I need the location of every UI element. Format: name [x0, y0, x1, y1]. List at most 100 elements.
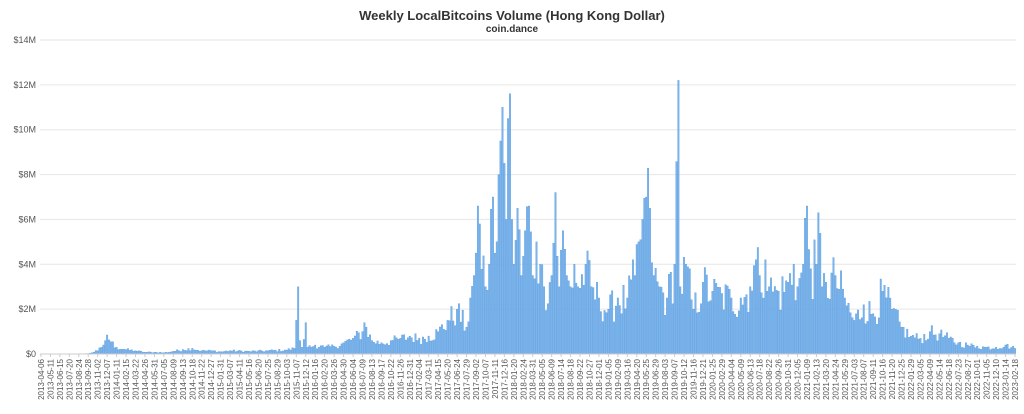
bar — [741, 304, 744, 355]
bar — [946, 332, 948, 355]
bar — [838, 289, 841, 355]
x-tick-label: 2013-04-06 — [37, 358, 46, 399]
x-tick-label: 2015-05-16 — [245, 358, 254, 399]
bar — [558, 286, 561, 355]
bar — [187, 348, 190, 355]
x-tick-label: 2019-04-20 — [633, 358, 642, 399]
x-tick-label: 2013-06-15 — [56, 358, 65, 399]
bar — [596, 282, 598, 355]
bar — [493, 252, 496, 355]
bar — [567, 280, 570, 355]
bar — [526, 206, 528, 355]
bar — [550, 275, 553, 355]
bar — [272, 350, 275, 355]
x-tick-label: 2015-04-11 — [236, 358, 245, 399]
x-tick-label: 2014-04-26 — [141, 358, 150, 399]
bar — [613, 321, 615, 355]
bar — [847, 302, 850, 355]
y-axis: $0 $2M $4M $6M $8M $10M $12M $14M — [13, 35, 1016, 359]
bar — [800, 272, 803, 355]
bar — [96, 350, 99, 355]
bar — [832, 257, 835, 355]
bar — [581, 274, 583, 355]
bar — [563, 248, 566, 355]
bar — [923, 334, 926, 355]
bar — [598, 297, 600, 355]
bar — [465, 326, 468, 355]
bar — [435, 329, 438, 355]
bar — [989, 349, 992, 355]
bar — [643, 198, 646, 355]
bar — [857, 309, 859, 355]
bar — [768, 286, 771, 355]
bar — [325, 345, 328, 355]
bar — [796, 286, 799, 355]
x-tick-label: 2015-07-25 — [264, 358, 273, 399]
x-tick-label: 2022-07-23 — [954, 358, 963, 399]
x-tick-label: 2013-05-11 — [46, 358, 55, 399]
bar — [372, 342, 375, 355]
bar — [942, 337, 945, 355]
bar — [749, 286, 752, 355]
x-tick-label: 2013-09-28 — [84, 358, 93, 399]
x-tick-label: 2015-10-03 — [283, 358, 292, 399]
bar — [102, 344, 105, 355]
bar — [459, 321, 462, 355]
bar — [726, 285, 729, 355]
bar — [683, 257, 685, 355]
bar — [806, 205, 808, 355]
bar — [104, 340, 107, 355]
bar — [518, 229, 521, 355]
bar — [770, 277, 772, 355]
x-tick-label: 2017-03-11 — [425, 358, 434, 399]
bar — [310, 346, 313, 355]
bar — [543, 286, 545, 355]
bar — [259, 349, 262, 355]
bar — [431, 340, 434, 355]
bar — [232, 349, 235, 355]
x-tick-label: 2014-01-11 — [113, 358, 122, 399]
bar — [728, 289, 731, 355]
bar — [350, 339, 353, 355]
bar — [830, 272, 833, 355]
bar — [425, 342, 428, 355]
bar — [821, 286, 824, 355]
bar — [531, 275, 534, 355]
bar — [881, 291, 884, 355]
bar — [953, 342, 956, 355]
chart-subtitle: coin.dance — [485, 24, 539, 35]
bar — [424, 338, 426, 355]
bar — [346, 339, 349, 355]
x-tick-label: 2019-10-12 — [680, 358, 689, 399]
bar — [208, 349, 211, 355]
bar — [344, 341, 347, 355]
x-tick-label: 2015-12-12 — [302, 358, 311, 399]
bar — [516, 208, 519, 355]
bar — [293, 348, 296, 355]
bar — [312, 346, 315, 355]
x-tick-label: 2018-02-24 — [519, 358, 528, 399]
bar — [318, 347, 320, 355]
bar — [369, 334, 371, 355]
bar — [715, 283, 718, 355]
bar — [685, 264, 687, 355]
bar — [528, 205, 530, 355]
bar — [1004, 344, 1007, 355]
bar — [444, 330, 447, 355]
bar — [779, 309, 782, 355]
x-tick-label: 2017-12-16 — [500, 358, 509, 399]
bar — [877, 317, 880, 355]
bar — [1002, 347, 1005, 355]
bar — [327, 344, 330, 355]
x-tick-label: 2018-10-27 — [585, 358, 594, 399]
bar — [734, 314, 737, 355]
bar — [302, 339, 305, 355]
bar — [573, 264, 576, 355]
bar — [495, 241, 498, 355]
bar — [809, 268, 812, 355]
bar — [111, 341, 114, 355]
x-tick-label: 2021-07-03 — [850, 358, 859, 399]
bar — [887, 287, 890, 355]
bar — [781, 276, 784, 355]
